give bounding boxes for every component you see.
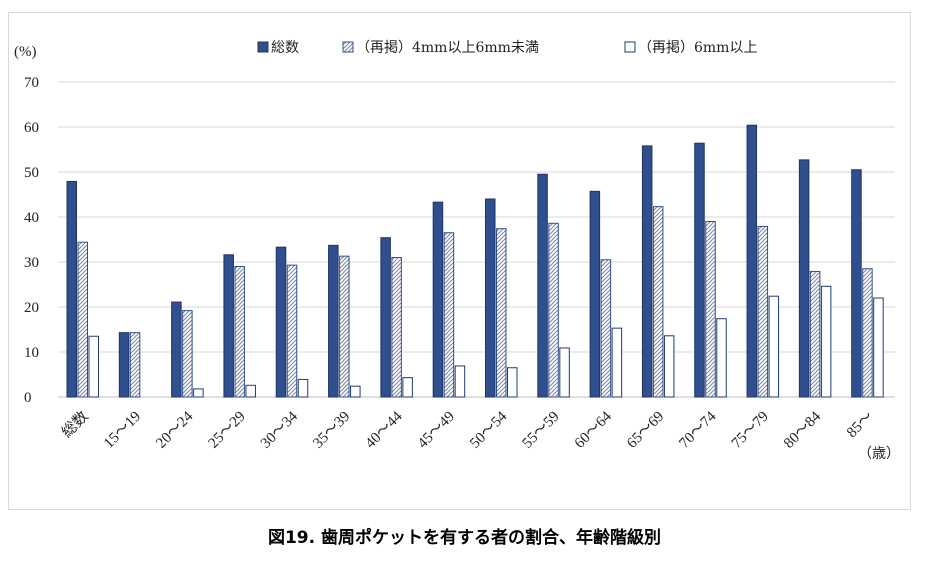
bar-4to6mm <box>234 266 245 398</box>
bar-4to6mm <box>757 225 769 398</box>
bar-6mm-plus <box>663 335 675 398</box>
bar-4to6mm <box>182 310 193 398</box>
y-tick-label: 50 <box>24 165 39 181</box>
bar-4to6mm <box>809 270 821 398</box>
bar-4to6mm <box>77 241 88 398</box>
bar-6mm-plus <box>716 318 727 398</box>
bar-total <box>537 173 548 398</box>
bar-total <box>223 254 234 398</box>
bar-total <box>798 159 810 398</box>
bar-6mm-plus <box>873 297 884 398</box>
x-tick-label: 20～24 <box>153 408 196 451</box>
x-tick-label: 55～59 <box>519 409 562 452</box>
bar-4to6mm <box>862 268 873 398</box>
bar-4to6mm <box>129 332 141 398</box>
y-tick-label: 60 <box>24 120 39 136</box>
x-tick-label: 80～84 <box>781 408 824 451</box>
legend-swatch-6mm <box>624 41 636 53</box>
x-tick-label: 65～69 <box>624 409 667 452</box>
bar-total <box>589 190 601 398</box>
y-tick-labels: 0 10 20 30 40 50 60 70 <box>24 75 39 406</box>
x-tick-label: 35～39 <box>310 409 353 452</box>
bar-6mm-plus <box>611 327 623 398</box>
bar-4to6mm <box>600 259 612 398</box>
x-tick-label: 70～74 <box>676 408 719 451</box>
x-axis-unit-label: （歳） <box>858 446 900 462</box>
legend: 総数 （再掲）4mm以上6mm未満 （再掲）6mm以上 <box>257 40 757 56</box>
bar-total <box>380 237 391 398</box>
bar-total <box>485 198 496 398</box>
bar-6mm-plus <box>245 384 256 398</box>
bar-total <box>328 244 339 398</box>
x-tick-label: 25～29 <box>206 409 249 452</box>
bar-6mm-plus <box>820 285 832 398</box>
bar-4to6mm <box>548 222 559 398</box>
legend-label-6mm: （再掲）6mm以上 <box>638 40 757 56</box>
legend-swatch-4to6mm <box>342 41 354 53</box>
bar-6mm-plus <box>559 347 570 398</box>
legend-swatch-total <box>257 41 269 53</box>
chart-caption: 図19. 歯周ポケットを有する者の割合、年齢階級別 <box>267 528 662 548</box>
x-tick-label: 30～34 <box>258 408 301 451</box>
y-axis-label: (%) <box>14 44 37 60</box>
x-tick-label: 85～ <box>844 409 877 442</box>
x-tick-label: 45～49 <box>415 409 458 452</box>
x-tick-label: 15～19 <box>101 409 144 452</box>
y-tick-label: 40 <box>24 210 39 226</box>
bar-6mm-plus <box>193 388 204 398</box>
bar-4to6mm <box>652 206 664 398</box>
x-tick-label: 総数 <box>59 408 92 441</box>
bar-total <box>432 201 444 398</box>
legend-label-4to6mm: （再掲）4mm以上6mm未満 <box>356 40 539 56</box>
bar-total <box>171 301 182 398</box>
x-tick-label: 60～64 <box>572 408 615 451</box>
bars <box>66 124 884 398</box>
bar-4to6mm <box>286 264 298 398</box>
y-tick-label: 20 <box>24 300 39 316</box>
y-tick-label: 30 <box>24 255 39 271</box>
legend-label-total: 総数 <box>271 40 299 56</box>
bar-total <box>851 169 862 398</box>
bar-4to6mm <box>391 257 402 398</box>
y-tick-label: 10 <box>24 345 39 361</box>
bar-total <box>66 180 77 398</box>
bar-6mm-plus <box>402 377 413 398</box>
x-tick-label: 75～79 <box>729 409 772 452</box>
bar-total <box>694 142 705 398</box>
y-tick-label: 0 <box>24 390 32 406</box>
bar-4to6mm <box>443 232 455 398</box>
bar-6mm-plus <box>768 295 780 398</box>
x-tick-label: 50～54 <box>467 408 510 451</box>
bar-6mm-plus <box>454 365 466 398</box>
y-tick-label: 70 <box>24 75 39 91</box>
x-tick-label: 40～44 <box>363 408 406 451</box>
bar-6mm-plus <box>350 385 361 398</box>
bar-total <box>275 246 287 398</box>
bar-total <box>118 332 130 398</box>
bar-6mm-plus <box>88 335 99 398</box>
bar-4to6mm <box>339 255 350 398</box>
x-tick-labels: 総数 15～19 20～24 25～29 30～34 35～39 40～44 45～49 50～… <box>59 408 877 452</box>
bar-6mm-plus <box>297 378 309 398</box>
bar-4to6mm <box>705 221 716 398</box>
bar-4to6mm <box>496 228 507 398</box>
bar-total <box>641 145 653 398</box>
bar-6mm-plus <box>507 367 518 398</box>
bar-total <box>746 124 758 398</box>
